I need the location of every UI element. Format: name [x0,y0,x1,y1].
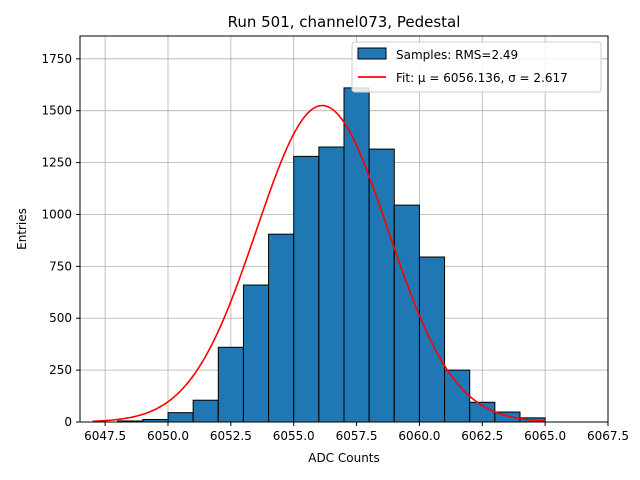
x-tick-label: 6060.0 [398,429,440,443]
x-tick-label: 6047.5 [84,429,126,443]
histogram-bar [242,284,270,423]
histogram-bar [293,155,320,423]
x-tick-label: 6065.0 [524,429,566,443]
y-tick-label: 1000 [41,207,72,221]
histogram-bar [343,87,370,423]
histogram-bar [167,412,194,423]
histogram-bar [268,233,295,423]
histogram-bar [444,369,471,423]
legend-label-fit: Fit: μ = 6056.136, σ = 2.617 [396,71,568,85]
y-tick-label: 0 [64,415,72,429]
histogram-bar [217,346,244,423]
x-axis-ticks: 6047.5 6050.0 6052.5 6055.0 6057.5 6060.0 6062… [84,422,629,443]
legend: Samples: RMS=2.49 Fit: μ = 6056.136, σ =… [351,41,602,93]
y-tick-label: 250 [49,363,72,377]
y-axis-label: Entries [15,208,29,250]
histogram-bar [192,399,219,423]
legend-patch-samples [357,47,387,60]
histogram-bar [318,146,345,423]
y-tick-label: 1500 [41,104,72,118]
histogram-bar [393,204,420,423]
y-axis-ticks: 0 250 500 750 1000 1250 1500 1750 [41,52,80,429]
x-axis-label: ADC Counts [308,451,380,465]
histogram-bars [117,87,546,423]
legend-box [351,41,602,93]
y-tick-label: 1750 [41,52,72,66]
x-tick-label: 6052.5 [210,429,252,443]
x-tick-label: 6067.5 [587,429,629,443]
plot-frame [79,35,609,423]
x-tick-label: 6057.5 [336,429,378,443]
histogram-bar [368,148,395,423]
histogram-bar [418,256,446,423]
y-tick-label: 750 [49,259,72,273]
x-tick-label: 6050.0 [147,429,189,443]
x-tick-label: 6055.0 [273,429,315,443]
y-tick-label: 500 [49,311,72,325]
chart-title: Run 501, channel073, Pedestal [228,13,461,31]
y-tick-label: 1250 [41,156,72,170]
x-tick-label: 6062.5 [461,429,503,443]
fit-curve [92,104,546,423]
fit-curve-group [92,104,546,423]
legend-label-samples: Samples: RMS=2.49 [396,48,518,62]
